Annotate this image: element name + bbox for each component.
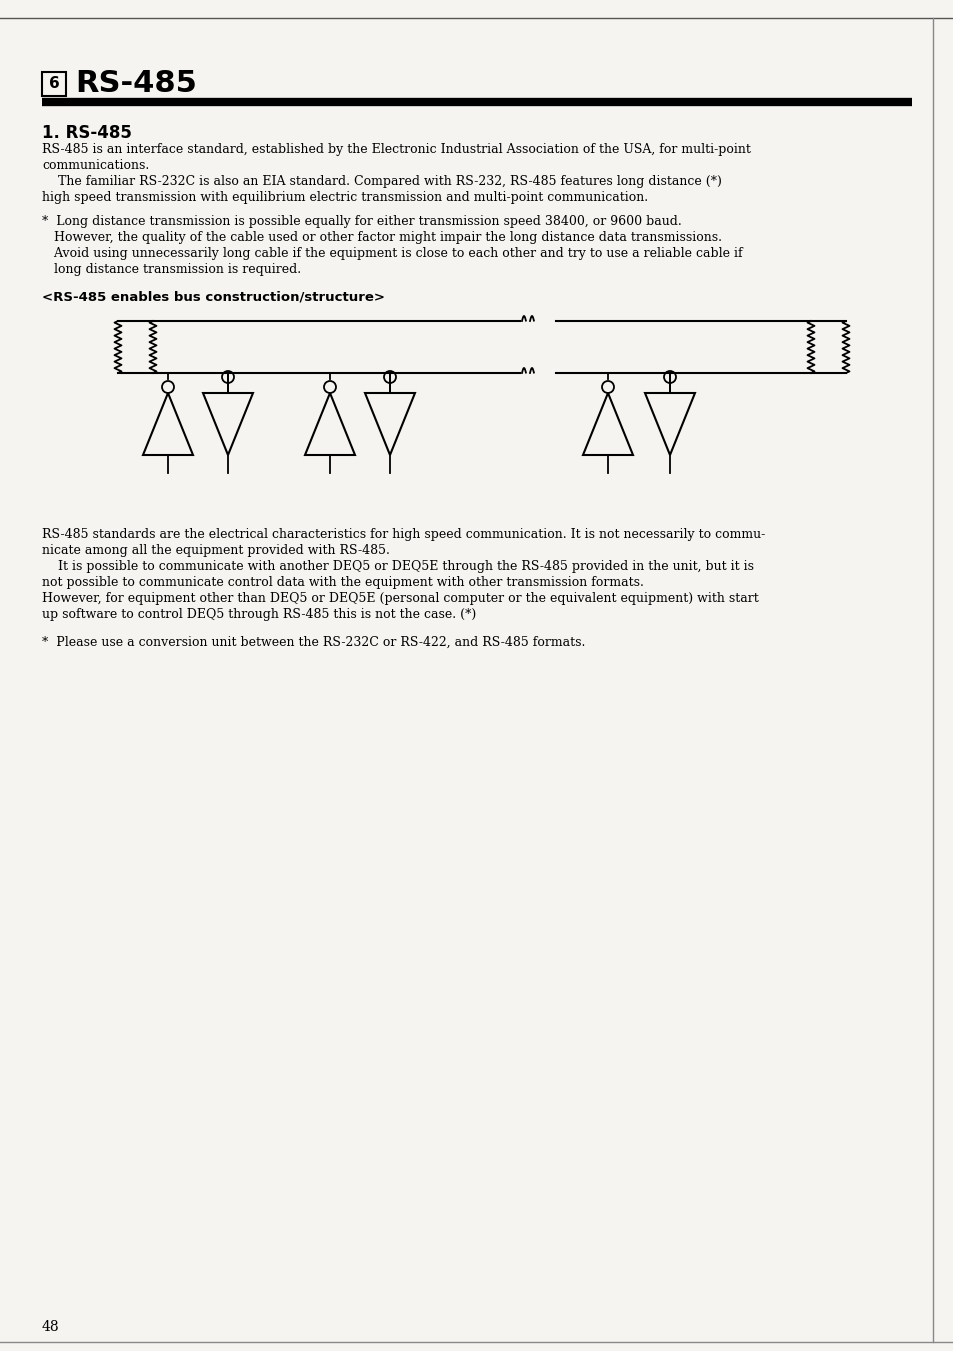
Text: <RS-485 enables bus construction/structure>: <RS-485 enables bus construction/structu…: [42, 290, 385, 304]
Text: However, the quality of the cable used or other factor might impair the long dis: However, the quality of the cable used o…: [42, 231, 721, 245]
Text: However, for equipment other than DEQ5 or DEQ5E (personal computer or the equiva: However, for equipment other than DEQ5 o…: [42, 592, 758, 605]
Text: 48: 48: [42, 1320, 59, 1333]
Text: The familiar RS-232C is also an EIA standard. Compared with RS-232, RS-485 featu: The familiar RS-232C is also an EIA stan…: [42, 176, 721, 188]
Text: *  Long distance transmission is possible equally for either transmission speed : * Long distance transmission is possible…: [42, 215, 681, 228]
Text: 6: 6: [49, 77, 59, 92]
Text: up software to control DEQ5 through RS-485 this is not the case. (*): up software to control DEQ5 through RS-4…: [42, 608, 476, 621]
Text: It is possible to communicate with another DEQ5 or DEQ5E through the RS-485 prov: It is possible to communicate with anoth…: [42, 561, 753, 573]
Text: 1. RS-485: 1. RS-485: [42, 124, 132, 142]
Text: RS-485: RS-485: [75, 69, 196, 99]
Text: long distance transmission is required.: long distance transmission is required.: [42, 263, 301, 276]
Text: RS-485 standards are the electrical characteristics for high speed communication: RS-485 standards are the electrical char…: [42, 528, 764, 540]
Text: not possible to communicate control data with the equipment with other transmiss: not possible to communicate control data…: [42, 576, 643, 589]
Text: nicate among all the equipment provided with RS-485.: nicate among all the equipment provided …: [42, 544, 390, 557]
Bar: [42, 72, 66, 96]
Text: high speed transmission with equilibrium electric transmission and multi-point c: high speed transmission with equilibrium…: [42, 190, 647, 204]
Text: Avoid using unnecessarily long cable if the equipment is close to each other and: Avoid using unnecessarily long cable if …: [42, 247, 741, 259]
Text: communications.: communications.: [42, 159, 149, 172]
Text: *  Please use a conversion unit between the RS-232C or RS-422, and RS-485 format: * Please use a conversion unit between t…: [42, 636, 585, 648]
Text: RS-485 is an interface standard, established by the Electronic Industrial Associ: RS-485 is an interface standard, establi…: [42, 143, 750, 155]
